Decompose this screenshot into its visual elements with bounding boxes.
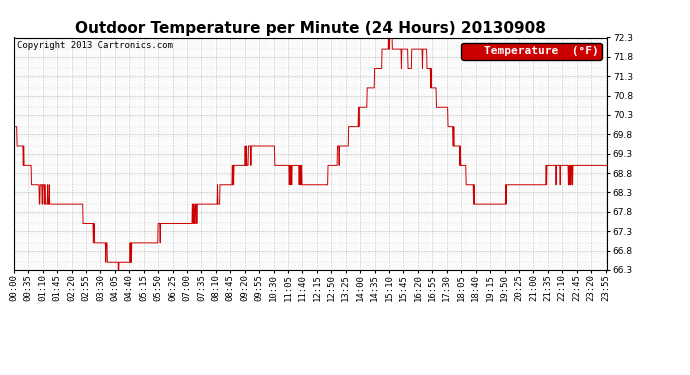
Title: Outdoor Temperature per Minute (24 Hours) 20130908: Outdoor Temperature per Minute (24 Hours… <box>75 21 546 36</box>
Legend: Temperature  (°F): Temperature (°F) <box>462 43 602 60</box>
Text: Copyright 2013 Cartronics.com: Copyright 2013 Cartronics.com <box>17 41 172 50</box>
